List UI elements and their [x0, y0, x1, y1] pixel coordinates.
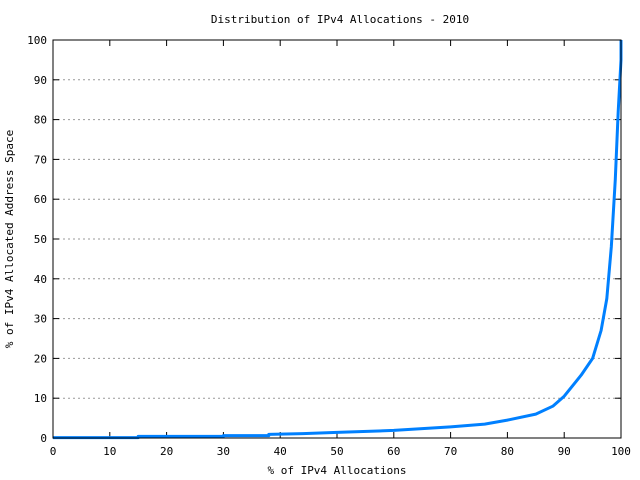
x-tick-label: 70 [444, 445, 457, 458]
x-tick-label: 60 [387, 445, 400, 458]
y-tick-label: 10 [34, 392, 47, 405]
x-tick-label: 0 [50, 445, 57, 458]
y-tick-label: 0 [40, 432, 47, 445]
x-tick-label: 100 [611, 445, 631, 458]
plot-frame [52, 39, 622, 439]
grid-lines [53, 79, 621, 399]
x-tick-label: 80 [501, 445, 514, 458]
y-tick-label: 30 [34, 313, 47, 326]
x-tick-label: 30 [217, 445, 230, 458]
x-tick-label: 10 [103, 445, 116, 458]
y-tick-label: 60 [34, 193, 47, 206]
y-tick-label: 100 [27, 34, 47, 47]
x-tick-label: 90 [558, 445, 571, 458]
x-tick-label: 50 [330, 445, 343, 458]
y-tick-label: 80 [34, 114, 47, 127]
tick-labels: 0 10 20 30 40 50 60 70 80 90 100 0 10 20 30 40 50 60 70 80 9… [27, 34, 631, 458]
y-tick-label: 40 [34, 273, 47, 286]
y-tick-label: 20 [34, 352, 47, 365]
series-line [53, 40, 623, 440]
x-tick-label: 40 [274, 445, 287, 458]
chart-title: Distribution of IPv4 Allocations - 2010 [211, 13, 469, 26]
y-tick-label: 90 [34, 74, 47, 87]
y-tick-label: 70 [34, 153, 47, 166]
x-tick-label: 20 [160, 445, 173, 458]
x-axis-label: % of IPv4 Allocations [267, 464, 406, 477]
y-axis-label: % of IPv4 Allocated Address Space [3, 130, 16, 349]
y-tick-label: 50 [34, 233, 47, 246]
